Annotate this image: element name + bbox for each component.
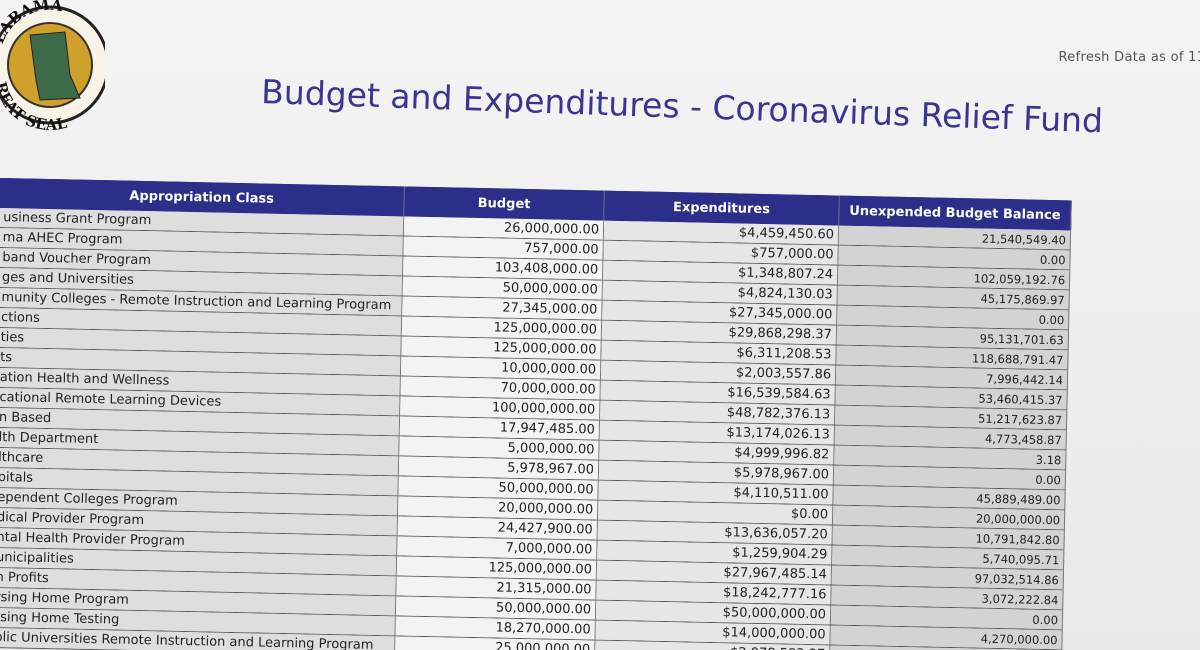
- column-header: Unexpended Budget Balance: [839, 195, 1072, 231]
- column-header: Budget: [404, 186, 605, 221]
- budget-table: Appropriation Class Budget Expenditures Une…: [0, 178, 1072, 650]
- seal-map: [29, 31, 81, 101]
- page-title: Budget and Expenditures - Coronavirus Re…: [260, 72, 1104, 141]
- column-header: Expenditures: [604, 190, 840, 226]
- refresh-label: Refresh Data as of 11/: [1058, 50, 1200, 65]
- state-seal: LABAMA REAT SEAL: [0, 0, 105, 134]
